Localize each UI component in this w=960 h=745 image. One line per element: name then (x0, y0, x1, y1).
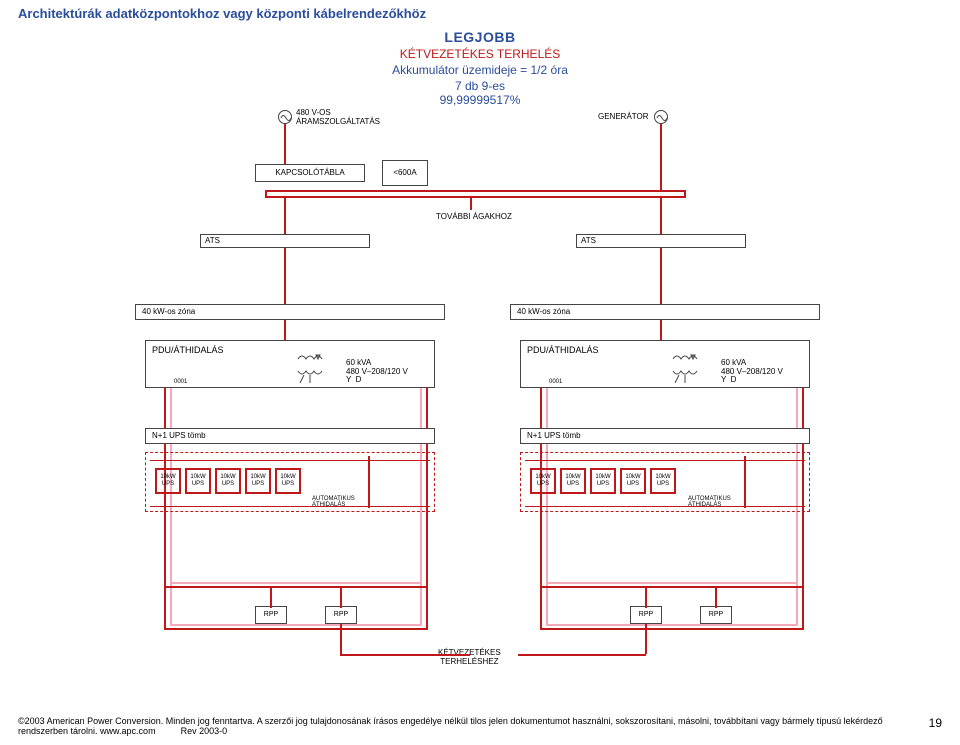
footer-copyright: ©2003 American Power Conversion. Minden … (18, 716, 883, 736)
header-load: KÉTVEZETÉKES TERHELÉS (0, 47, 960, 61)
dual-load-label: KÉTVEZETÉKES TERHELÉSHEZ (438, 648, 501, 667)
breaker-text: <600A (393, 168, 416, 177)
nines-top: 7 db 9-es (455, 79, 505, 93)
rpp-box: RPP (700, 606, 732, 624)
switchboard-text: KAPCSOLÓTÁBLA (275, 168, 344, 177)
sine-icon (278, 110, 292, 124)
ups-module: 10kWUPS (560, 468, 586, 494)
pdu-label: PDU/ÁTHIDALÁS (521, 341, 809, 359)
rpp-box: RPP (255, 606, 287, 624)
diagram-area: 480 V-OS ÁRAMSZOLGÁLTATÁS GENERÁTOR KAPC… (20, 108, 940, 708)
header-nines: 7 db 9-es 99,99999517% (0, 79, 960, 108)
ups-row-left: 10kWUPS 10kWUPS 10kWUPS 10kWUPS 10kWUPS (155, 468, 301, 494)
auto-bypass-right: AUTOMATIKUS ÁTHIDALÁS (688, 496, 731, 509)
rpp-box: RPP (630, 606, 662, 624)
ups-module: 10kWUPS (530, 468, 556, 494)
ups-module: 10kWUPS (215, 468, 241, 494)
ups-row-right: 10kWUPS 10kWUPS 10kWUPS 10kWUPS 10kWUPS (530, 468, 676, 494)
footer: ©2003 American Power Conversion. Minden … (0, 708, 960, 744)
seq-label: 0001 (549, 379, 562, 385)
ats-right: ATS (576, 234, 746, 248)
xfmr-spec: 60 kVA 480 V–208/120 V Y D (721, 359, 783, 385)
ups-array-text: N+1 UPS tömb (527, 431, 581, 440)
branches-label: TOVÁBBI ÁGAKHOZ (436, 212, 512, 221)
footer-rev: Rev 2003-0 (181, 726, 228, 736)
ups-module: 10kWUPS (155, 468, 181, 494)
transformer-icon (671, 353, 699, 383)
zone-text: 40 kW-os zóna (517, 307, 570, 316)
transformer-icon (296, 353, 324, 383)
ups-module: 10kWUPS (650, 468, 676, 494)
header-accum: Akkumulátor üzemideje = 1/2 óra (0, 63, 960, 77)
nines-pct: 99,99999517% (440, 93, 521, 107)
ups-array-left-label: N+1 UPS tömb (145, 428, 435, 444)
breaker-box: <600A (382, 160, 428, 186)
auto-bypass-left: AUTOMATIKUS ÁTHIDALÁS (312, 496, 355, 509)
ats-left: ATS (200, 234, 370, 248)
ats-text: ATS (205, 236, 220, 245)
ups-array-text: N+1 UPS tömb (152, 431, 206, 440)
generator-label: GENERÁTOR (598, 112, 649, 121)
page-title: Architektúrák adatközpontokhoz vagy közp… (0, 0, 960, 21)
header-block: LEGJOBB KÉTVEZETÉKES TERHELÉS Akkumuláto… (0, 29, 960, 108)
pdu-left: PDU/ÁTHIDALÁS 60 kVA 480 V–208/120 V Y D… (145, 340, 435, 388)
ups-module: 10kWUPS (275, 468, 301, 494)
ups-module: 10kWUPS (620, 468, 646, 494)
zone-right: 40 kW-os zóna (510, 304, 820, 320)
rpp-box: RPP (325, 606, 357, 624)
header-legjobb: LEGJOBB (0, 29, 960, 45)
switchboard-box: KAPCSOLÓTÁBLA (255, 164, 365, 182)
ats-text: ATS (581, 236, 596, 245)
ups-module: 10kWUPS (185, 468, 211, 494)
xfmr-spec: 60 kVA 480 V–208/120 V Y D (346, 359, 408, 385)
zone-text: 40 kW-os zóna (142, 307, 195, 316)
pdu-right: PDU/ÁTHIDALÁS 60 kVA 480 V–208/120 V Y D… (520, 340, 810, 388)
sine-icon (654, 110, 668, 124)
seq-label: 0001 (174, 379, 187, 385)
utility-label: 480 V-OS ÁRAMSZOLGÁLTATÁS (296, 108, 380, 126)
ups-array-right-label: N+1 UPS tömb (520, 428, 810, 444)
page-number: 19 (909, 716, 942, 736)
ups-module: 10kWUPS (590, 468, 616, 494)
ups-module: 10kWUPS (245, 468, 271, 494)
zone-left: 40 kW-os zóna (135, 304, 445, 320)
pdu-label: PDU/ÁTHIDALÁS (146, 341, 434, 359)
